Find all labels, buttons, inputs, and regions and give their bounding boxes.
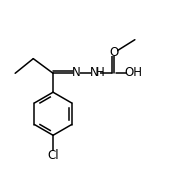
FancyBboxPatch shape <box>91 70 100 77</box>
FancyBboxPatch shape <box>111 49 117 56</box>
Text: OH: OH <box>124 66 142 79</box>
FancyBboxPatch shape <box>73 70 80 77</box>
FancyBboxPatch shape <box>48 151 58 159</box>
FancyBboxPatch shape <box>129 70 138 77</box>
Text: O: O <box>110 46 119 59</box>
Text: H: H <box>96 66 105 79</box>
Text: N: N <box>72 66 81 79</box>
Text: Cl: Cl <box>47 149 59 162</box>
Text: N: N <box>90 66 99 79</box>
